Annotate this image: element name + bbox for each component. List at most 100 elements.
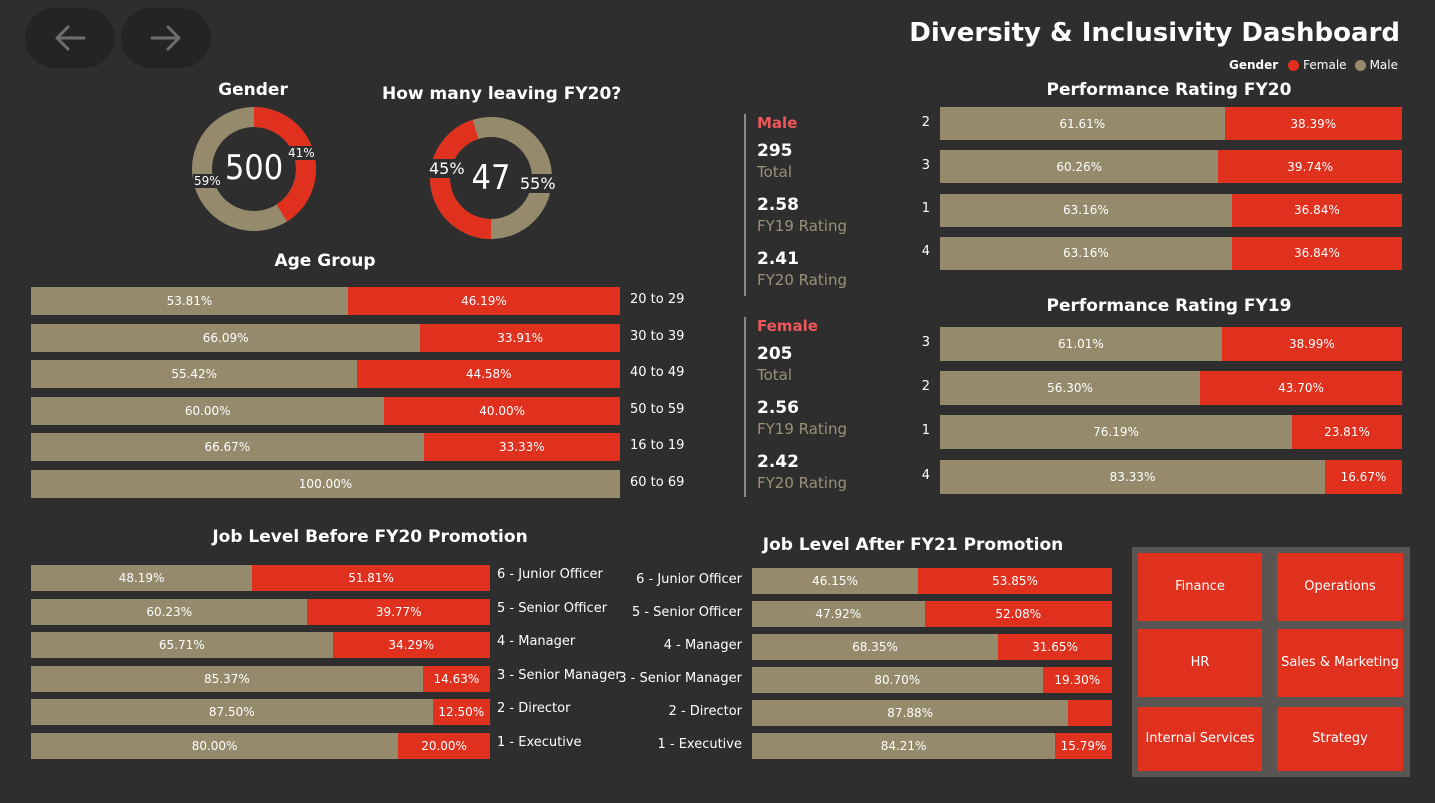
back-button[interactable] bbox=[25, 8, 115, 68]
job-after-female-segment[interactable]: 52.08% bbox=[924, 601, 1112, 627]
job-after-bar[interactable]: 47.92% 52.08% bbox=[752, 601, 1112, 627]
job-before-female-segment[interactable]: 39.77% bbox=[307, 598, 490, 625]
perf-fy19-bar[interactable]: 56.30% 43.70% bbox=[940, 371, 1402, 406]
job-before-bar[interactable]: 60.23% 39.77% bbox=[31, 598, 490, 625]
job-before-bar[interactable]: 65.71% 34.29% bbox=[31, 632, 490, 659]
perf-fy19-bar[interactable]: 61.01% 38.99% bbox=[940, 327, 1402, 361]
age-group-female-segment[interactable]: 46.19% bbox=[347, 287, 620, 315]
perf-fy20-female-segment[interactable]: 38.39% bbox=[1224, 107, 1402, 140]
legend-male-label[interactable]: Male bbox=[1369, 58, 1398, 72]
male-fy19-value: 2.58 bbox=[757, 195, 799, 215]
job-after-male-segment[interactable]: 84.21% bbox=[752, 733, 1056, 759]
job-before-male-segment[interactable]: 85.37% bbox=[31, 665, 423, 692]
perf-fy20-female-segment[interactable]: 36.84% bbox=[1231, 236, 1402, 270]
perf-fy19-male-segment[interactable]: 83.33% bbox=[940, 459, 1325, 494]
male-total-value: 295 bbox=[757, 141, 793, 161]
job-after-bar[interactable]: 68.35% 31.65% bbox=[752, 634, 1112, 660]
age-group-male-segment[interactable]: 66.67% bbox=[31, 433, 424, 462]
job-before-category-label: 3 - Senior Manager bbox=[497, 667, 621, 683]
legend-female-label[interactable]: Female bbox=[1303, 58, 1347, 72]
perf-fy19-female-segment[interactable]: 43.70% bbox=[1200, 371, 1402, 406]
age-group-male-segment[interactable]: 55.42% bbox=[31, 360, 358, 389]
age-group-bar[interactable]: 66.09% 33.91% bbox=[31, 323, 620, 352]
perf-fy20-bar[interactable]: 63.16% 36.84% bbox=[940, 236, 1402, 270]
job-before-bar[interactable]: 80.00% 20.00% bbox=[31, 733, 490, 759]
age-group-category-label: 60 to 69 bbox=[630, 475, 685, 490]
job-before-category-label: 1 - Executive bbox=[497, 735, 582, 750]
job-after-female-segment[interactable]: 31.65% bbox=[998, 634, 1112, 660]
perf-fy20-female-segment[interactable]: 39.74% bbox=[1218, 150, 1402, 184]
job-before-male-segment[interactable]: 48.19% bbox=[31, 565, 253, 591]
job-before-bar[interactable]: 87.50% 12.50% bbox=[31, 699, 490, 726]
perf-fy20-bar[interactable]: 61.61% 38.39% bbox=[940, 107, 1402, 140]
age-group-male-segment[interactable]: 100.00% bbox=[31, 470, 620, 498]
dept-tile-operations[interactable]: Operations bbox=[1277, 553, 1403, 621]
job-after-female-segment[interactable]: 19.30% bbox=[1042, 667, 1112, 693]
job-after-female-segment[interactable]: 15.79% bbox=[1055, 733, 1112, 759]
perf-fy19-male-segment[interactable]: 56.30% bbox=[940, 371, 1201, 406]
perf-fy20-category-label: 3 bbox=[921, 157, 930, 173]
job-before-female-segment[interactable]: 14.63% bbox=[422, 665, 490, 692]
job-before-female-segment[interactable]: 34.29% bbox=[332, 632, 490, 659]
job-before-male-segment[interactable]: 65.71% bbox=[31, 632, 333, 659]
perf-fy20-female-segment[interactable]: 36.84% bbox=[1231, 193, 1402, 227]
job-after-bar[interactable]: 87.88% bbox=[752, 700, 1112, 726]
job-after-male-segment[interactable]: 80.70% bbox=[752, 667, 1043, 693]
perf-fy19-male-segment[interactable]: 76.19% bbox=[940, 415, 1292, 450]
perf-fy20-male-segment[interactable]: 63.16% bbox=[940, 193, 1232, 227]
job-after-bar[interactable]: 46.15% 53.85% bbox=[752, 568, 1112, 594]
gender-donut-chart[interactable] bbox=[192, 107, 316, 231]
job-after-male-segment[interactable]: 46.15% bbox=[752, 568, 919, 594]
job-after-title: Job Level After FY21 Promotion bbox=[762, 535, 1064, 555]
perf-fy19-bar[interactable]: 76.19% 23.81% bbox=[940, 415, 1402, 450]
perf-fy19-male-segment[interactable]: 61.01% bbox=[940, 327, 1222, 361]
perf-fy20-male-segment[interactable]: 61.61% bbox=[940, 107, 1225, 140]
male-fy20-label: FY20 Rating bbox=[757, 271, 848, 289]
job-after-bar[interactable]: 84.21% 15.79% bbox=[752, 733, 1112, 759]
job-before-female-segment[interactable]: 20.00% bbox=[398, 733, 490, 759]
age-group-bar[interactable]: 55.42% 44.58% bbox=[31, 360, 620, 389]
gender-donut-female-pct: 41% bbox=[287, 146, 316, 160]
job-before-male-segment[interactable]: 80.00% bbox=[31, 733, 399, 759]
age-group-female-segment[interactable]: 44.58% bbox=[357, 360, 620, 389]
gender-legend: Gender Female Male bbox=[1229, 58, 1398, 72]
job-after-male-segment[interactable]: 87.88% bbox=[752, 700, 1069, 726]
job-after-male-segment[interactable]: 68.35% bbox=[752, 634, 999, 660]
age-group-female-segment[interactable]: 40.00% bbox=[384, 396, 620, 425]
perf-fy20-male-segment[interactable]: 60.26% bbox=[940, 150, 1219, 184]
perf-fy19-female-segment[interactable]: 16.67% bbox=[1324, 459, 1402, 494]
perf-fy20-male-segment[interactable]: 63.16% bbox=[940, 236, 1232, 270]
age-group-bar[interactable]: 53.81% 46.19% bbox=[31, 287, 620, 315]
dept-tile-hr[interactable]: HR bbox=[1138, 629, 1262, 697]
dept-tile-sales-marketing[interactable]: Sales & Marketing bbox=[1277, 629, 1403, 697]
age-group-female-segment[interactable]: 33.33% bbox=[423, 433, 620, 462]
dept-tile-strategy[interactable]: Strategy bbox=[1277, 707, 1403, 771]
job-before-male-segment[interactable]: 87.50% bbox=[31, 699, 433, 726]
age-group-bar[interactable]: 60.00% 40.00% bbox=[31, 396, 620, 425]
job-before-male-segment[interactable]: 60.23% bbox=[31, 598, 308, 625]
arrow-left-icon bbox=[55, 25, 86, 51]
age-group-bar[interactable]: 100.00% bbox=[31, 470, 620, 498]
age-group-male-segment[interactable]: 60.00% bbox=[31, 396, 385, 425]
job-before-female-segment[interactable]: 51.81% bbox=[252, 565, 490, 591]
forward-button[interactable] bbox=[121, 8, 211, 68]
job-after-category-label: 4 - Manager bbox=[663, 638, 742, 653]
age-group-male-segment[interactable]: 53.81% bbox=[31, 287, 348, 315]
job-after-bar[interactable]: 80.70% 19.30% bbox=[752, 667, 1112, 693]
perf-fy19-bar[interactable]: 83.33% 16.67% bbox=[940, 459, 1402, 494]
job-after-female-segment[interactable] bbox=[1068, 700, 1112, 726]
job-before-bar[interactable]: 48.19% 51.81% bbox=[31, 565, 490, 591]
perf-fy19-female-segment[interactable]: 38.99% bbox=[1221, 327, 1402, 361]
job-after-female-segment[interactable]: 53.85% bbox=[918, 568, 1112, 594]
perf-fy20-bar[interactable]: 60.26% 39.74% bbox=[940, 150, 1402, 184]
age-group-male-segment[interactable]: 66.09% bbox=[31, 323, 421, 352]
job-before-bar[interactable]: 85.37% 14.63% bbox=[31, 665, 490, 692]
dept-tile-internal-services[interactable]: Internal Services bbox=[1138, 707, 1262, 771]
perf-fy19-female-segment[interactable]: 23.81% bbox=[1291, 415, 1402, 450]
perf-fy20-bar[interactable]: 63.16% 36.84% bbox=[940, 193, 1402, 227]
job-before-female-segment[interactable]: 12.50% bbox=[432, 699, 490, 726]
age-group-bar[interactable]: 66.67% 33.33% bbox=[31, 433, 620, 462]
age-group-female-segment[interactable]: 33.91% bbox=[420, 323, 620, 352]
dept-tile-finance[interactable]: Finance bbox=[1138, 553, 1262, 621]
job-after-male-segment[interactable]: 47.92% bbox=[752, 601, 925, 627]
